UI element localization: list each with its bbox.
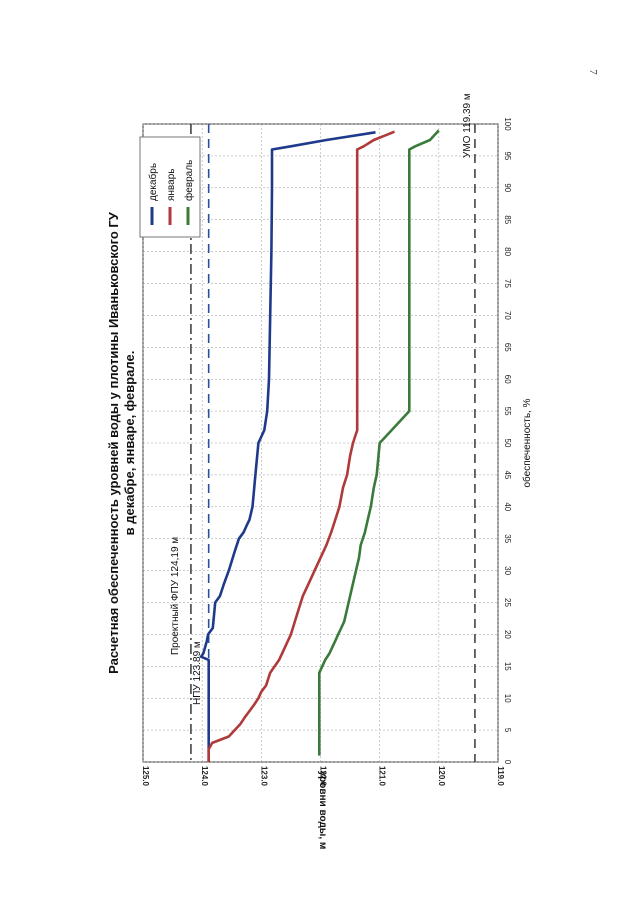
- tick-label-percent: 100: [503, 117, 512, 131]
- tick-label-percent: 80: [503, 247, 512, 256]
- tick-label-percent: 60: [503, 375, 512, 384]
- reference-label: Проектный ФПУ 124,19 м: [170, 537, 181, 655]
- tick-label-level: 121.0: [378, 766, 387, 787]
- tick-label-percent: 20: [503, 630, 512, 639]
- tick-label-level: 123.0: [259, 766, 268, 787]
- tick-label-percent: 55: [503, 407, 512, 416]
- series-line-февраль: [318, 129, 440, 756]
- tick-label-percent: 50: [503, 439, 512, 448]
- tick-label-percent: 45: [503, 470, 512, 479]
- tick-label-percent: 70: [503, 311, 512, 320]
- axis-ticks: 0 5 10 15 20 25 30 35 40 45 50 55 60 65 70 75 80 85 90 95 10…: [141, 117, 512, 786]
- series-line-декабрь: [199, 131, 376, 762]
- tick-label-percent: 65: [503, 343, 512, 352]
- legend-label: декабрь: [147, 163, 159, 201]
- tick-label-percent: 25: [503, 598, 512, 607]
- legend-box: [139, 136, 201, 238]
- tick-label-percent: 95: [503, 151, 512, 160]
- tick-label-percent: 40: [503, 502, 512, 511]
- legend: декабрь январь февраль: [139, 136, 201, 238]
- tick-label-level: 125.0: [141, 766, 150, 787]
- tick-label-level: 122.0: [319, 766, 328, 787]
- x-axis-label: обеспеченность, %: [521, 398, 533, 487]
- y-axis-label: уровни воды, м: [317, 771, 328, 850]
- chart-title: Расчетная обеспеченность уровней воды у …: [106, 211, 137, 674]
- tick-label-level: 120.0: [437, 766, 446, 787]
- reference-label: УМО 119.39 м: [462, 93, 473, 158]
- reference-label: НПУ 123.89 м: [192, 641, 203, 705]
- tick-label-percent: 85: [503, 215, 512, 224]
- tick-label-percent: 15: [503, 662, 512, 671]
- series-line-январь: [207, 130, 395, 762]
- legend-label: февраль: [183, 160, 195, 201]
- tick-label-level: 124.0: [200, 766, 209, 787]
- tick-label-level: 119.0: [496, 766, 505, 786]
- tick-label-percent: 30: [503, 566, 512, 575]
- tick-label-percent: 35: [503, 534, 512, 543]
- tick-label-percent: 75: [503, 279, 512, 288]
- series-group: [199, 129, 440, 762]
- tick-label-percent: 0: [503, 760, 512, 765]
- tick-label-percent: 90: [503, 183, 512, 192]
- tick-label-percent: 5: [503, 728, 512, 733]
- tick-label-percent: 10: [503, 694, 512, 703]
- legend-label: январь: [166, 169, 177, 201]
- text-labels: Расчетная обеспеченность уровней воды у …: [106, 93, 533, 849]
